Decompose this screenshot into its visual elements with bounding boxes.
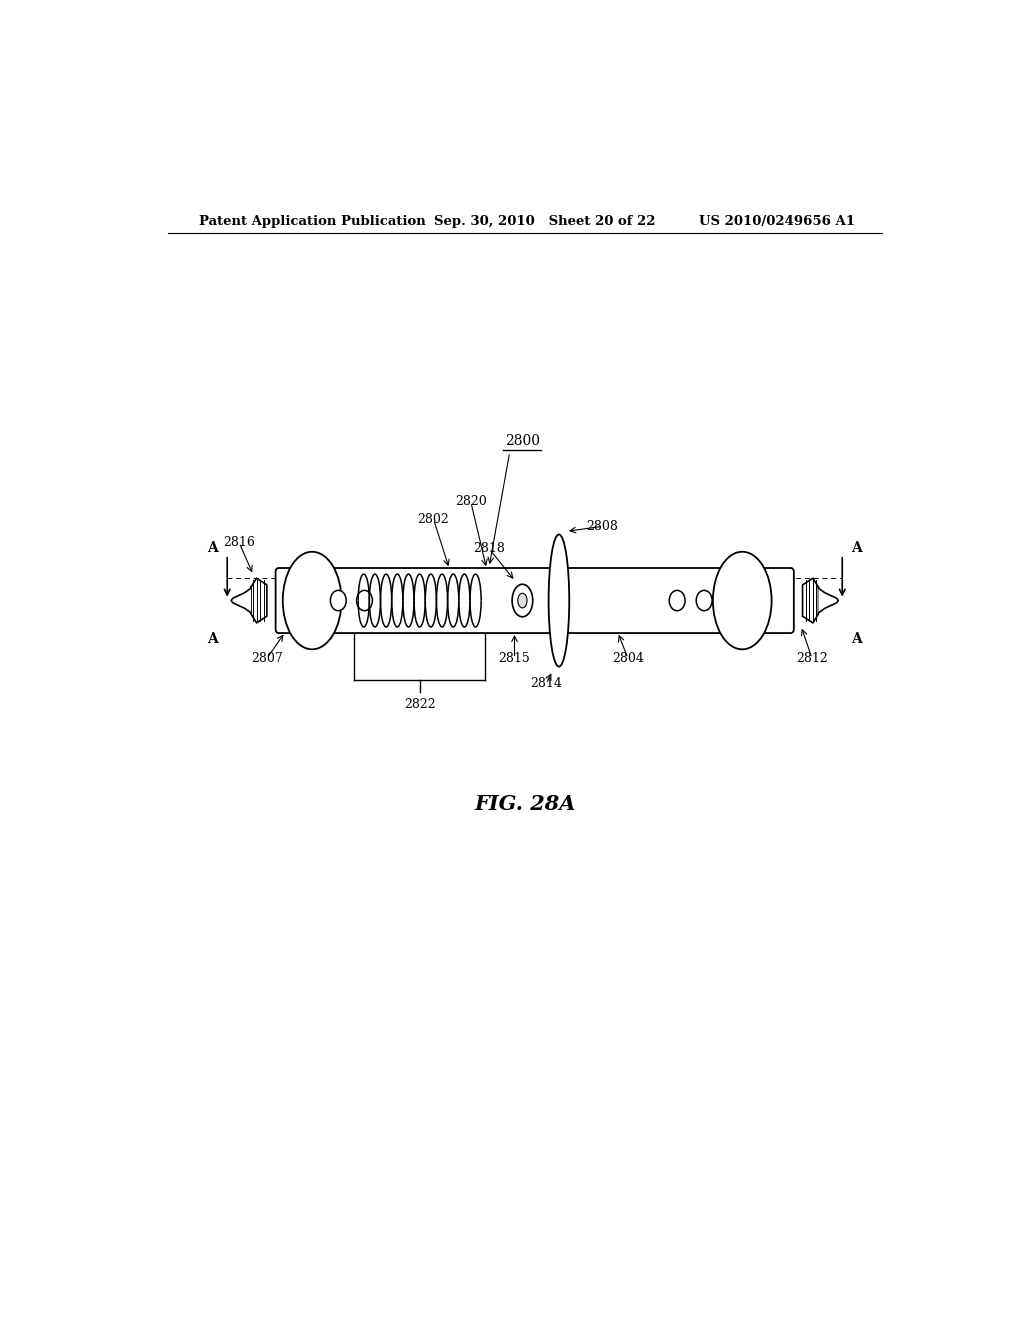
Polygon shape	[251, 578, 267, 623]
Text: 2820: 2820	[455, 495, 486, 508]
Text: 2822: 2822	[403, 698, 435, 711]
Ellipse shape	[549, 535, 569, 667]
Text: 2814: 2814	[530, 677, 562, 690]
FancyBboxPatch shape	[275, 568, 794, 634]
Text: US 2010/0249656 A1: US 2010/0249656 A1	[699, 215, 855, 228]
Text: 2816: 2816	[223, 536, 255, 549]
Text: 2804: 2804	[612, 652, 644, 665]
Circle shape	[356, 590, 373, 611]
Ellipse shape	[283, 552, 341, 649]
Text: A: A	[851, 541, 862, 554]
Polygon shape	[803, 578, 818, 623]
Text: 2800: 2800	[505, 434, 540, 447]
Ellipse shape	[518, 593, 527, 607]
Text: 2807: 2807	[251, 652, 283, 665]
Circle shape	[696, 590, 712, 611]
Text: Sep. 30, 2010   Sheet 20 of 22: Sep. 30, 2010 Sheet 20 of 22	[433, 215, 655, 228]
Text: 2802: 2802	[418, 512, 450, 525]
Text: A: A	[851, 632, 862, 647]
Text: Patent Application Publication: Patent Application Publication	[200, 215, 426, 228]
Ellipse shape	[512, 585, 532, 616]
Text: FIG. 28A: FIG. 28A	[474, 793, 575, 814]
Text: 2818: 2818	[473, 543, 505, 556]
Text: 2812: 2812	[797, 652, 828, 665]
Text: A: A	[208, 632, 218, 647]
Polygon shape	[818, 589, 839, 612]
Text: A: A	[208, 541, 218, 554]
Ellipse shape	[713, 552, 772, 649]
Circle shape	[331, 590, 346, 611]
Text: 2808: 2808	[587, 520, 618, 533]
Circle shape	[670, 590, 685, 611]
Text: 2815: 2815	[499, 652, 530, 665]
Polygon shape	[231, 589, 251, 612]
